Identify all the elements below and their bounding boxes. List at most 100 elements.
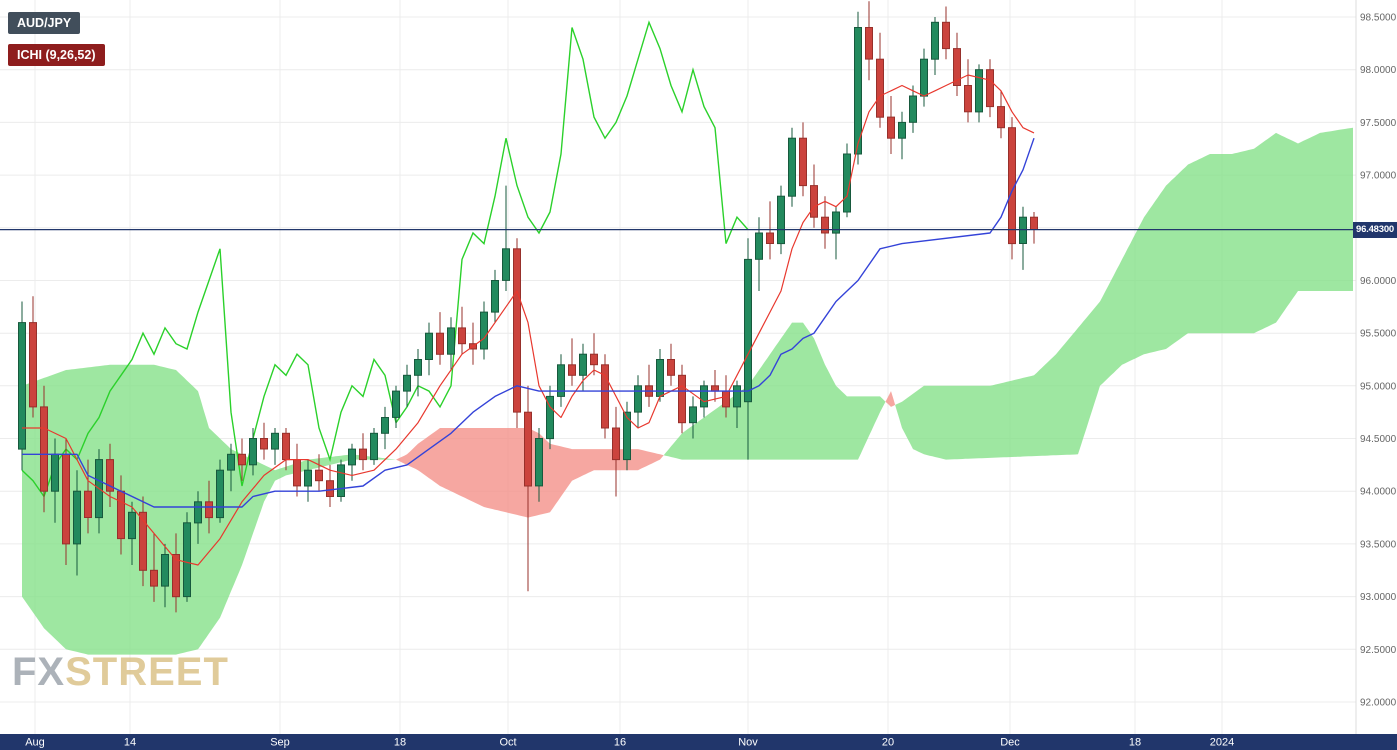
cloud-bullish-area <box>895 127 1353 460</box>
candle-body <box>161 554 169 587</box>
candle-body <box>381 417 389 434</box>
y-axis-label: 92.0000 <box>1360 698 1397 709</box>
candle-body <box>777 195 785 245</box>
candle-body <box>370 432 378 461</box>
candle-body <box>29 322 37 408</box>
y-axis-label: 97.5000 <box>1360 118 1397 129</box>
candle-body <box>73 490 81 545</box>
symbol-label: AUD/JPY <box>17 16 72 30</box>
candle-body <box>117 490 125 540</box>
candle-body <box>557 364 565 397</box>
candle-body <box>502 248 510 281</box>
candle-body <box>139 511 147 571</box>
candle-body <box>227 453 235 471</box>
candle-body <box>1030 216 1038 230</box>
cloud-bearish-area <box>885 391 896 407</box>
candle-body <box>18 322 26 450</box>
candle-body <box>799 137 807 187</box>
candle-body <box>51 453 59 492</box>
candle-body <box>425 332 433 361</box>
y-axis-label: 93.0000 <box>1360 592 1397 603</box>
candle-body <box>348 448 356 466</box>
candle-body <box>194 501 202 524</box>
x-axis-label: Oct <box>499 737 516 749</box>
candle-body <box>524 411 532 487</box>
x-axis-label: 14 <box>124 737 136 749</box>
candle-body <box>986 69 994 108</box>
candle-body <box>359 448 367 461</box>
price-axis: 98.500098.000097.500097.000096.500096.00… <box>1360 13 1397 709</box>
candle-body <box>1019 216 1027 244</box>
candle-body <box>205 501 213 519</box>
candle-body <box>755 232 763 260</box>
x-axis-label: 16 <box>614 737 626 749</box>
candle-body <box>601 364 609 429</box>
candle-body <box>623 411 631 461</box>
symbol-badge: AUD/JPY <box>8 12 81 34</box>
candle-body <box>546 395 554 440</box>
x-axis-label: 20 <box>882 737 894 749</box>
watermark-fx: FX <box>12 650 66 694</box>
candle-body <box>722 390 730 408</box>
candle-body <box>150 569 158 587</box>
candle-body <box>997 106 1005 129</box>
indicator-label: ICHI (9,26,52) <box>17 48 96 62</box>
candle-body <box>315 469 323 482</box>
plot-area[interactable] <box>18 1 1354 655</box>
candle-body <box>887 116 895 139</box>
candle-body <box>172 554 180 598</box>
candle-body <box>238 453 246 466</box>
candle-body <box>491 280 499 313</box>
candle-body <box>249 438 257 466</box>
candle-body <box>711 385 719 392</box>
candle-body <box>458 327 466 345</box>
candle-body <box>744 258 752 403</box>
candle-body <box>667 359 675 376</box>
time-axis-bar <box>0 734 1397 750</box>
candle-body <box>392 390 400 418</box>
indicator-badge: ICHI (9,26,52) <box>8 44 105 66</box>
candle-body <box>854 27 862 155</box>
candle-body <box>766 232 774 244</box>
candle-body <box>216 469 224 519</box>
price-badge: 96.48300 <box>1353 222 1397 238</box>
candle-body <box>590 353 598 366</box>
fxstreet-watermark: FXSTREET <box>12 650 229 695</box>
candle-body <box>260 438 268 450</box>
candle-body <box>84 490 92 519</box>
y-axis-label: 92.5000 <box>1360 645 1397 656</box>
candle-body <box>733 385 741 408</box>
candle-body <box>689 406 697 424</box>
candle-body <box>282 432 290 461</box>
candle-body <box>293 459 301 487</box>
x-axis-label: 18 <box>394 737 406 749</box>
y-axis-label: 93.5000 <box>1360 539 1397 550</box>
y-axis-label: 94.0000 <box>1360 487 1397 498</box>
candle-body <box>447 327 455 355</box>
x-axis-label: 18 <box>1129 737 1141 749</box>
candle-body <box>909 95 917 123</box>
candle-body <box>876 58 884 118</box>
candle-body <box>931 21 939 60</box>
time-axis: Aug 14 Sep 18 Oct 16 Nov 20 Dec 18 2024 <box>25 737 1234 749</box>
x-axis-label: Dec <box>1000 737 1020 749</box>
candle-body <box>964 85 972 113</box>
candle-body <box>898 121 906 139</box>
candle-body <box>40 406 48 492</box>
candle-body <box>326 480 334 498</box>
y-axis-label: 95.5000 <box>1360 329 1397 340</box>
y-axis-label: 96.0000 <box>1360 276 1397 287</box>
candle-body <box>337 464 345 497</box>
tenkan-sen-line <box>22 74 1035 566</box>
kijun-sen-line <box>22 137 1035 508</box>
candle-body <box>788 137 796 197</box>
x-axis-label: Nov <box>738 737 758 749</box>
x-axis-label: Aug <box>25 737 45 749</box>
chikou-span-line <box>21 20 749 499</box>
candle-body <box>480 311 488 350</box>
candle-body <box>436 332 444 355</box>
candle-body <box>304 469 312 487</box>
x-axis-label: Sep <box>270 737 290 749</box>
candle-body <box>843 153 851 213</box>
